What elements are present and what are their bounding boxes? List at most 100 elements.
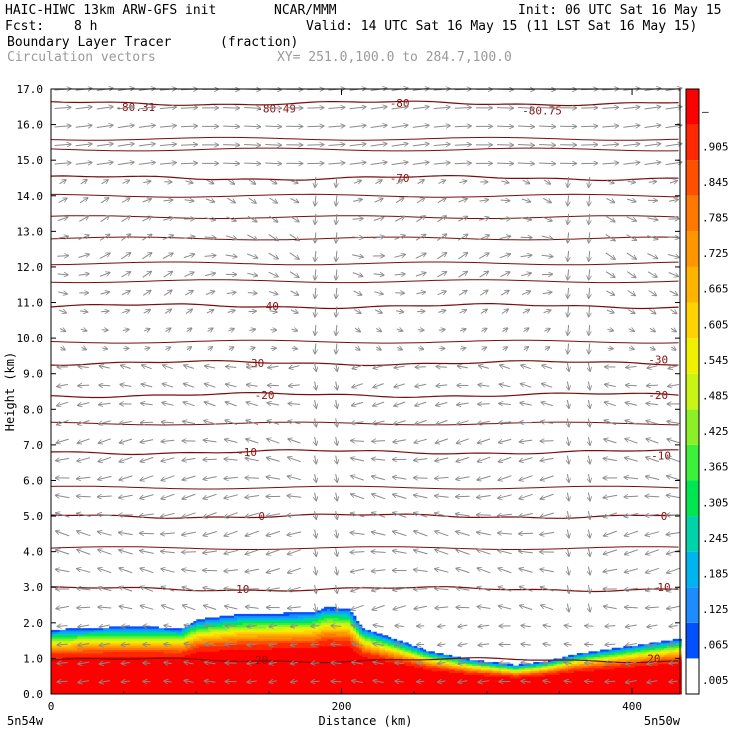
vector-arrow	[100, 198, 108, 204]
vector-arrow	[121, 272, 130, 278]
vector-arrow	[626, 199, 636, 202]
vector-arrow	[268, 403, 280, 405]
vector-arrow	[100, 216, 109, 223]
vector-arrow	[77, 513, 91, 517]
vector-arrow	[478, 438, 491, 443]
vector-arrow	[119, 568, 133, 574]
vector-arrow	[456, 568, 470, 574]
vector-arrow	[646, 439, 659, 444]
vector-arrow	[117, 125, 134, 127]
vector-arrow	[247, 273, 257, 276]
vector-arrow	[225, 459, 238, 460]
vector-arrow	[98, 496, 112, 497]
vector-arrow	[604, 530, 617, 536]
vector-arrow	[499, 438, 512, 442]
vector-arrow	[394, 255, 405, 258]
vector-arrow	[138, 125, 155, 127]
vector-arrow	[626, 366, 637, 367]
colorbar-label: .785	[702, 212, 729, 225]
vector-arrow	[458, 644, 468, 646]
vector-arrow	[57, 256, 68, 257]
vector-arrow	[667, 567, 681, 573]
vector-arrow	[542, 292, 552, 294]
vector-arrow	[98, 532, 112, 536]
vector-arrow	[541, 236, 553, 239]
vector-arrow	[456, 532, 470, 536]
vector-arrow	[328, 163, 345, 164]
isotherm-line	[50, 175, 679, 182]
vector-arrow	[187, 347, 191, 350]
vector-arrow	[78, 235, 89, 241]
isotherm-line	[50, 360, 679, 367]
vector-arrow	[328, 107, 345, 108]
tracer-field	[51, 606, 682, 695]
contour-line	[50, 546, 679, 550]
vector-arrow	[412, 144, 429, 146]
vector-arrow	[336, 287, 337, 298]
vector-arrow	[162, 218, 173, 221]
vector-arrow	[351, 422, 364, 423]
vector-arrow	[568, 250, 569, 261]
vector-arrow	[372, 494, 386, 500]
vector-arrow	[499, 456, 512, 461]
vector-arrow	[669, 365, 679, 368]
vector-arrow	[163, 200, 173, 201]
vector-arrow	[567, 381, 569, 390]
vector-arrow	[287, 515, 302, 516]
vector-arrow	[336, 195, 337, 205]
vector-arrow	[457, 420, 469, 425]
vector-arrow	[246, 439, 259, 444]
vector-arrow	[269, 180, 276, 184]
vector-arrow	[372, 513, 386, 518]
vector-arrow	[458, 366, 468, 368]
vector-arrow	[585, 644, 594, 645]
vector-arrow	[605, 644, 616, 645]
vector-arrow	[244, 145, 260, 146]
corner-right-label: 5n50w	[644, 714, 681, 728]
vector-arrow	[351, 552, 365, 553]
vector-arrow	[433, 163, 450, 165]
vector-arrow	[667, 606, 680, 608]
vector-arrow	[288, 586, 301, 591]
vector-arrow	[541, 458, 554, 461]
vector-arrow	[164, 290, 171, 296]
vector-arrow	[589, 269, 590, 279]
vector-arrow	[183, 587, 196, 592]
vector-arrow	[646, 587, 660, 591]
vector-arrow	[418, 348, 423, 349]
vector-arrow	[498, 494, 512, 498]
isotherm-label: -70	[390, 172, 410, 185]
vector-arrow	[141, 475, 154, 481]
colorbar-label: .005	[702, 674, 729, 687]
contour-line	[50, 485, 679, 490]
vector-arrow	[519, 551, 533, 553]
vector-arrow	[567, 529, 569, 538]
vector-arrow	[100, 662, 110, 664]
vector-arrow	[267, 421, 280, 425]
vector-arrow	[54, 126, 71, 127]
vector-arrow	[647, 218, 657, 220]
vector-arrow	[479, 200, 489, 201]
vector-arrow	[605, 626, 616, 627]
vector-arrow	[391, 144, 408, 146]
colorbar-swatch	[686, 444, 699, 481]
vector-arrow	[602, 144, 618, 145]
vector-arrow	[315, 269, 316, 279]
vector-arrow	[626, 403, 638, 406]
vector-arrow	[627, 310, 634, 314]
vector-arrow	[648, 182, 656, 183]
vector-arrow	[626, 681, 637, 683]
colorbar-label: .845	[702, 176, 729, 189]
vector-arrow	[120, 587, 133, 592]
vector-arrow	[456, 550, 470, 555]
vector-arrow	[457, 438, 469, 443]
vector-arrow	[75, 162, 92, 164]
vector-arrow	[669, 200, 678, 202]
vector-arrow	[668, 272, 678, 277]
vector-arrow	[185, 181, 193, 183]
vector-arrow	[315, 529, 317, 538]
vector-arrow	[162, 235, 173, 240]
vector-arrow	[644, 144, 661, 146]
vector-arrow	[589, 250, 590, 261]
vector-arrow	[245, 478, 260, 479]
